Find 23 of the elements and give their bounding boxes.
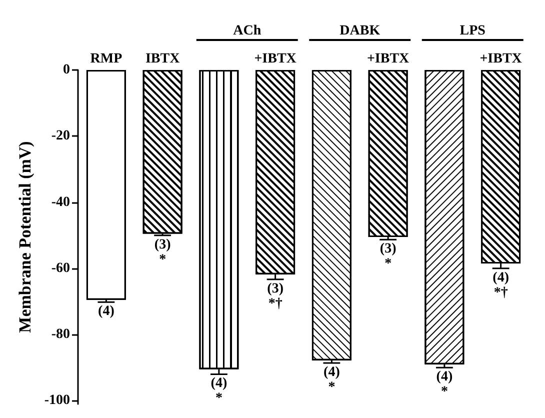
annotation: (4) *† [492, 270, 510, 300]
y-tick-label: -40 [51, 194, 70, 210]
annotation: (3) *† [267, 281, 284, 312]
x-tick-label: +IBTX [480, 52, 522, 66]
y-tick-label: -80 [51, 327, 70, 342]
y-tick-label: -20 [51, 128, 70, 144]
annotation: (4) [98, 304, 115, 320]
x-tick-label: +IBTX [254, 52, 296, 66]
y-tick-label: -100 [44, 393, 70, 408]
x-tick-label: +IBTX [366, 52, 410, 66]
x-tick-label: IBTX [145, 52, 180, 66]
y-tick-label: 0 [63, 62, 70, 78]
text: ACh [233, 24, 262, 38]
annotation: (3) * [380, 242, 397, 272]
annotation: (4) * [436, 370, 453, 400]
y-tick-label: -60 [51, 260, 70, 276]
annotation: (4) * [324, 364, 340, 395]
annotation: (4) * [210, 376, 228, 406]
x-tick-label: RMP [90, 52, 123, 66]
annotation: (3) * [154, 237, 172, 268]
y-axis-title: Membrane Potential (mV) [15, 141, 34, 333]
text: LPS [460, 24, 486, 38]
text: DABK [340, 24, 380, 38]
